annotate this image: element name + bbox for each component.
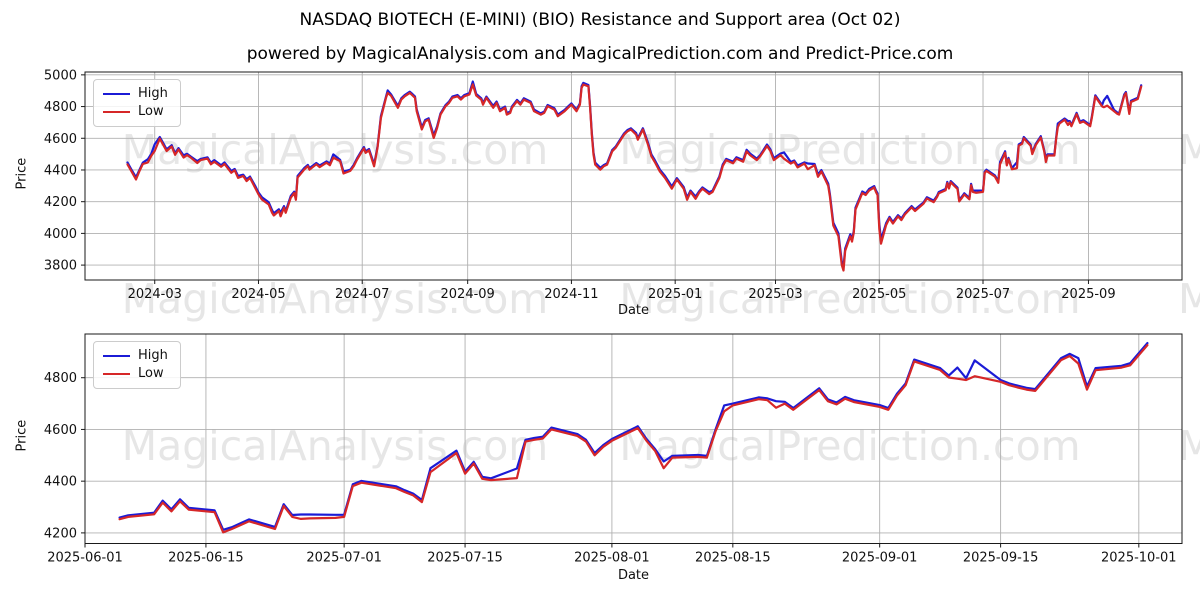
- high-line-swatch: [103, 355, 130, 357]
- svg-text:2024-11: 2024-11: [544, 287, 598, 302]
- svg-text:2024-07: 2024-07: [335, 287, 389, 302]
- svg-text:2025-09-15: 2025-09-15: [963, 551, 1039, 566]
- y-axis-label-top-chart: Price: [14, 157, 30, 190]
- svg-text:2024-09: 2024-09: [441, 287, 495, 302]
- svg-text:4800: 4800: [44, 100, 77, 115]
- low-line-swatch: [103, 373, 130, 375]
- x-axis-label-top-chart: Date: [617, 303, 650, 318]
- x-axis-label-bottom-chart: Date: [617, 568, 650, 583]
- legend-bottom-chart: High Low: [93, 341, 181, 389]
- svg-text:4400: 4400: [44, 475, 77, 490]
- svg-text:3800: 3800: [44, 259, 77, 274]
- legend-label-low: Low: [138, 104, 164, 119]
- legend-row-low: Low: [103, 103, 180, 121]
- svg-text:2025-07-15: 2025-07-15: [427, 551, 503, 566]
- svg-text:2025-06-15: 2025-06-15: [168, 551, 244, 566]
- svg-text:2025-01: 2025-01: [648, 287, 702, 302]
- legend-top-chart: High Low: [93, 79, 181, 127]
- svg-text:2025-08-01: 2025-08-01: [574, 551, 650, 566]
- svg-text:4400: 4400: [44, 163, 77, 178]
- svg-text:2025-10-01: 2025-10-01: [1101, 551, 1177, 566]
- svg-text:2024-03: 2024-03: [128, 287, 182, 302]
- low-line-swatch: [103, 111, 130, 113]
- svg-text:2025-07: 2025-07: [956, 287, 1010, 302]
- legend-label-high: High: [138, 348, 168, 363]
- legend-label-high: High: [138, 86, 168, 101]
- svg-text:2025-09-01: 2025-09-01: [842, 551, 918, 566]
- svg-text:4200: 4200: [44, 195, 77, 210]
- svg-text:4600: 4600: [44, 423, 77, 438]
- svg-text:2025-05: 2025-05: [852, 287, 906, 302]
- legend-label-low: Low: [138, 366, 164, 381]
- svg-text:4200: 4200: [44, 526, 77, 541]
- legend-row-high: High: [103, 347, 180, 365]
- svg-text:2025-09: 2025-09: [1061, 287, 1115, 302]
- page-title: NASDAQ BIOTECH (E-MINI) (BIO) Resistance…: [299, 10, 901, 30]
- legend-row-high: High: [103, 85, 180, 103]
- svg-text:4600: 4600: [44, 132, 77, 147]
- svg-text:2025-08-15: 2025-08-15: [695, 551, 771, 566]
- svg-text:2025-06-01: 2025-06-01: [47, 551, 123, 566]
- svg-text:5000: 5000: [44, 68, 77, 83]
- svg-text:2024-05: 2024-05: [231, 287, 285, 302]
- svg-text:4800: 4800: [44, 371, 77, 386]
- svg-text:2025-03: 2025-03: [748, 287, 802, 302]
- svg-text:2025-07-01: 2025-07-01: [306, 551, 382, 566]
- y-axis-label-bottom-chart: Price: [14, 419, 30, 452]
- page-subtitle: powered by MagicalAnalysis.com and Magic…: [246, 44, 954, 64]
- svg-text:4000: 4000: [44, 227, 77, 242]
- legend-row-low: Low: [103, 365, 180, 383]
- high-line-swatch: [103, 93, 130, 95]
